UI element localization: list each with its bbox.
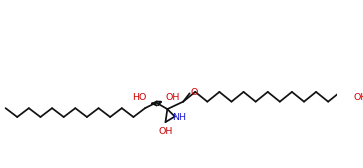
Text: OH: OH xyxy=(166,93,180,101)
Text: OH: OH xyxy=(354,93,363,102)
Text: HO: HO xyxy=(132,93,147,102)
Text: OH: OH xyxy=(158,127,173,136)
Text: NH: NH xyxy=(172,113,187,122)
Text: O: O xyxy=(191,88,198,97)
